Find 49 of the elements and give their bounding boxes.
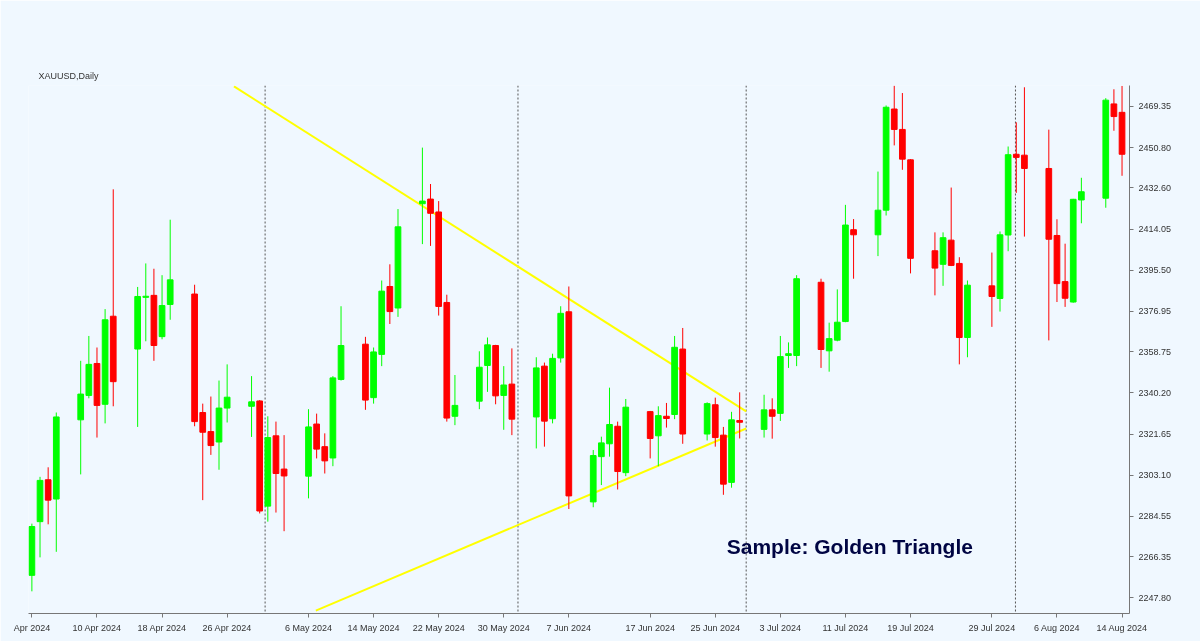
y-tick-label: 2284.55	[1138, 511, 1172, 522]
x-tick-label: 19 Jul 2024	[887, 622, 934, 633]
y-tick-label: 2321.65	[1138, 429, 1172, 440]
candlestick	[419, 147, 426, 245]
x-tick-label: 14 May 2024	[347, 622, 400, 633]
candlestick	[850, 218, 857, 280]
y-tick-label: 2432.60	[1138, 182, 1172, 193]
candlestick	[248, 375, 255, 438]
candlestick	[451, 374, 459, 426]
y-tick-label: 2395.50	[1138, 265, 1172, 276]
y-tick-label: 2450.80	[1138, 142, 1172, 153]
candlestick	[500, 365, 508, 431]
x-tick-label: 6 May 2024	[284, 622, 333, 633]
x-tick-label: 22 May 2024	[412, 622, 465, 633]
x-tick-label: 10 Apr 2024	[72, 622, 121, 633]
x-tick-label: 30 May 2024	[477, 622, 530, 633]
x-tick-label: 11 Jul 2024	[822, 622, 869, 633]
x-tick-label: 3 Jul 2024	[759, 622, 802, 633]
candlestick	[654, 405, 662, 467]
x-tick-label: Apr 2024	[13, 622, 51, 633]
x-tick-label: 6 Aug 2024	[1033, 622, 1080, 633]
y-tick-label: 2303.10	[1138, 470, 1172, 481]
candlestick	[44, 466, 52, 525]
x-tick-label: 14 Aug 2024	[1096, 622, 1148, 633]
y-tick-label: 2247.80	[1138, 592, 1172, 603]
y-tick-label: 2469.35	[1138, 101, 1172, 112]
candlestick	[663, 402, 670, 429]
y-tick-label: 2414.05	[1138, 224, 1172, 235]
y-tick-label: 2340.20	[1138, 387, 1172, 398]
x-tick-label: 7 Jun 2024	[546, 622, 592, 633]
y-tick-label: 2358.75	[1138, 346, 1172, 357]
candlestick	[484, 337, 491, 393]
x-tick-label: 18 Apr 2024	[137, 622, 187, 633]
chart-title: XAUUSD,Daily	[38, 70, 100, 81]
candlestick	[988, 252, 996, 328]
candlestick	[1061, 243, 1069, 308]
candlestick	[931, 231, 939, 296]
candlestick	[736, 391, 744, 439]
x-tick-label: 25 Jun 2024	[690, 622, 741, 633]
candlestick	[1110, 88, 1118, 132]
y-tick-label: 2266.35	[1138, 551, 1172, 562]
candlestick	[768, 397, 776, 440]
candlestick	[280, 434, 288, 532]
x-tick-label: 26 Apr 2024	[202, 622, 252, 633]
candlestick	[760, 394, 768, 439]
y-tick-label: 2376.95	[1138, 306, 1172, 317]
x-tick-label: 17 Jun 2024	[625, 622, 675, 633]
annotation: Sample: Golden Triangle	[726, 534, 973, 558]
x-tick-label: 29 Jul 2024	[968, 622, 1016, 633]
